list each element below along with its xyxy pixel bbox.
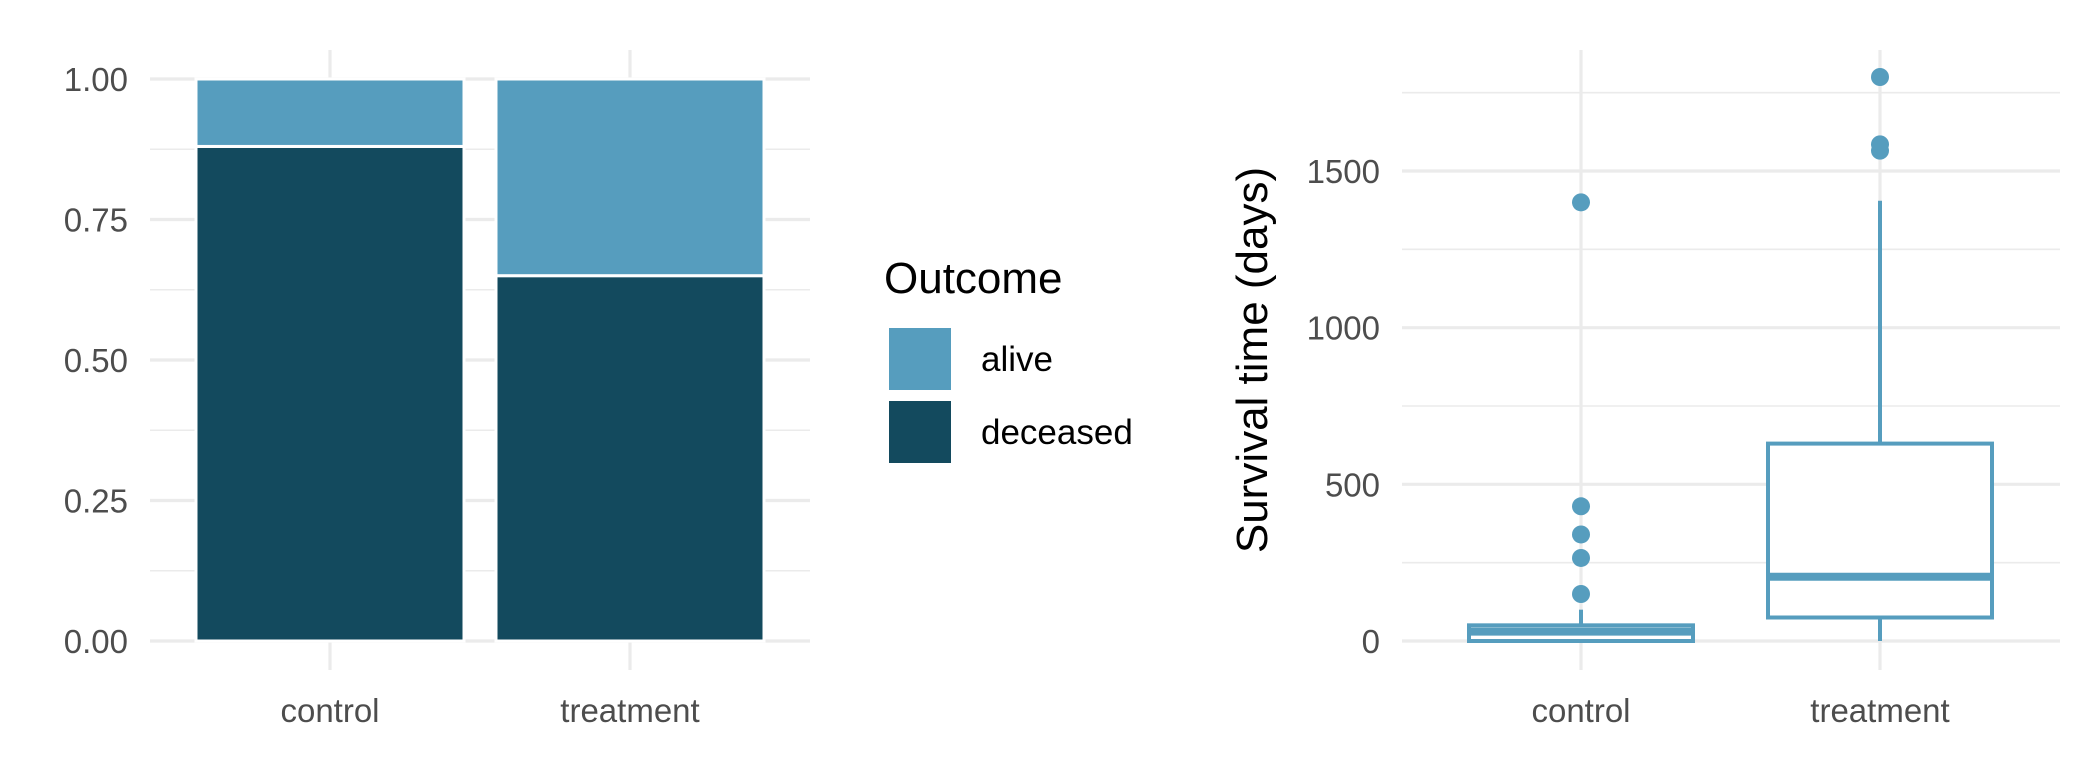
x-tick-label: control [1531,692,1630,729]
bar-alive-treatment [494,77,766,278]
outlier-point [1572,497,1590,516]
boxplot-panel: 0 500 1000 1500 Survival time (days) control t… [1228,50,2060,729]
x-tick-label: treatment [1810,692,1949,729]
y-tick-label: 500 [1325,466,1380,503]
y-tick-label: 1500 [1307,153,1380,190]
legend: Outcome alive deceased [884,254,1133,463]
outlier-point [1572,193,1590,212]
y-tick-label: 0.75 [64,202,128,239]
y-tick-label: 1.00 [64,61,128,98]
y-tick-label: 0.50 [64,342,128,379]
y-tick-label: 1000 [1307,310,1380,347]
outlier-point [1572,585,1590,603]
legend-label: alive [981,340,1053,379]
stacked-bar-chart-panel: 0.00 0.25 0.50 0.75 1.00 control treatment [64,50,810,729]
y-tick-label: 0.25 [64,483,128,520]
box-treatment [1766,441,1994,620]
outlier-point [1572,548,1590,567]
x-tick-label: treatment [560,692,699,729]
y-axis-title: Survival time (days) [1228,167,1277,553]
x-tick-label: control [280,692,379,729]
legend-title: Outcome [884,254,1063,303]
outlier-point [1871,135,1889,154]
outlier-point [1871,68,1889,86]
bar-deceased-treatment [494,274,766,643]
outlier-point [1572,525,1590,544]
legend-key-deceased [889,401,951,463]
y-tick-label: 0.00 [64,623,128,660]
legend-key-alive [889,328,951,390]
y-tick-label: 0 [1362,623,1380,660]
bar-deceased-control [194,144,466,643]
bar-alive-control [194,77,466,148]
legend-label: deceased [981,413,1133,452]
